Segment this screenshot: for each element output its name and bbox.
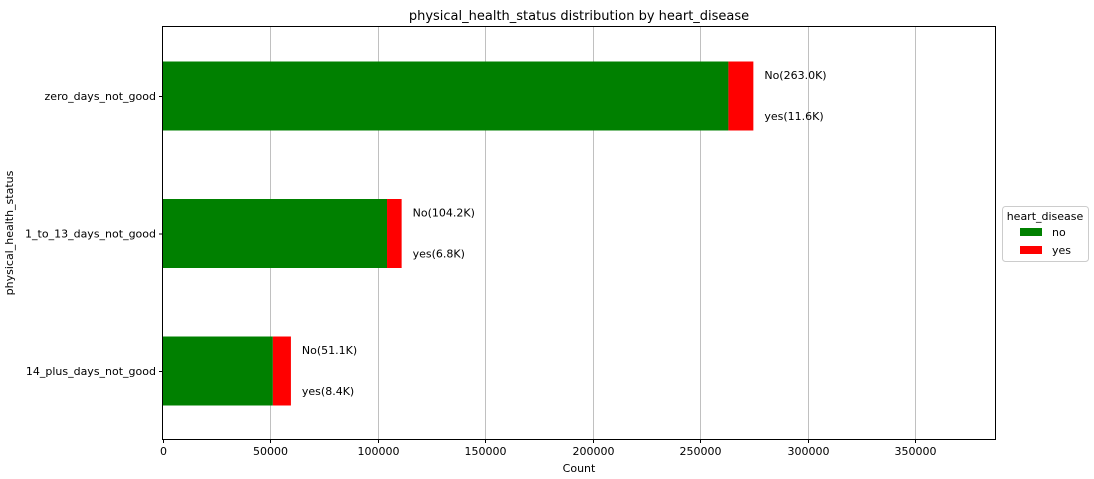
- legend-label-yes: yes: [1052, 244, 1071, 257]
- bar-annotations: No(263.0K) yes(11.6K) No(104.2K) yes(6.8K) N…: [302, 69, 827, 398]
- annotation-no: No(51.1K): [302, 344, 357, 357]
- x-tick-label: 250000: [680, 445, 722, 458]
- y-axis-label: physical_health_status: [3, 170, 16, 295]
- legend-title: heart_disease: [1007, 210, 1084, 223]
- legend: heart_disease no yes: [1002, 206, 1089, 262]
- bar-yes: [728, 61, 754, 131]
- y-tick-label: 1_to_13_days_not_good: [25, 228, 156, 241]
- plot-frame: [162, 26, 996, 440]
- annotation-yes: yes(6.8K): [413, 248, 465, 261]
- x-tick-label: 300000: [788, 445, 830, 458]
- bars: [163, 61, 754, 406]
- x-tick-label: 150000: [465, 445, 507, 458]
- y-axis-ticks: zero_days_not_good 1_to_13_days_not_good 1…: [25, 90, 163, 378]
- legend-label-no: no: [1052, 226, 1066, 239]
- x-tick-label: 50000: [253, 445, 288, 458]
- annotation-no: No(104.2K): [413, 207, 475, 220]
- x-tick-label: 350000: [895, 445, 937, 458]
- legend-swatch-yes: [1020, 246, 1042, 254]
- chart-title: physical_health_status distribution by h…: [409, 9, 749, 24]
- bar-no: [163, 199, 388, 268]
- bar-no: [163, 61, 729, 131]
- x-axis-ticks: 0 50000 100000 150000 200000 250000 300000 3500…: [160, 439, 937, 458]
- y-tick-label: 14_plus_days_not_good: [26, 365, 156, 378]
- bar-yes: [272, 336, 291, 406]
- y-tick-label: zero_days_not_good: [45, 90, 156, 103]
- annotation-no: No(263.0K): [764, 69, 826, 82]
- annotation-yes: yes(11.6K): [764, 110, 823, 123]
- bar-yes: [387, 199, 402, 268]
- x-tick-label: 200000: [573, 445, 615, 458]
- x-tick-label: 0: [160, 445, 167, 458]
- legend-swatch-no: [1020, 228, 1042, 236]
- annotation-yes: yes(8.4K): [302, 385, 354, 398]
- x-axis-label: Count: [563, 462, 596, 475]
- x-tick-label: 100000: [358, 445, 400, 458]
- bar-no: [163, 336, 273, 406]
